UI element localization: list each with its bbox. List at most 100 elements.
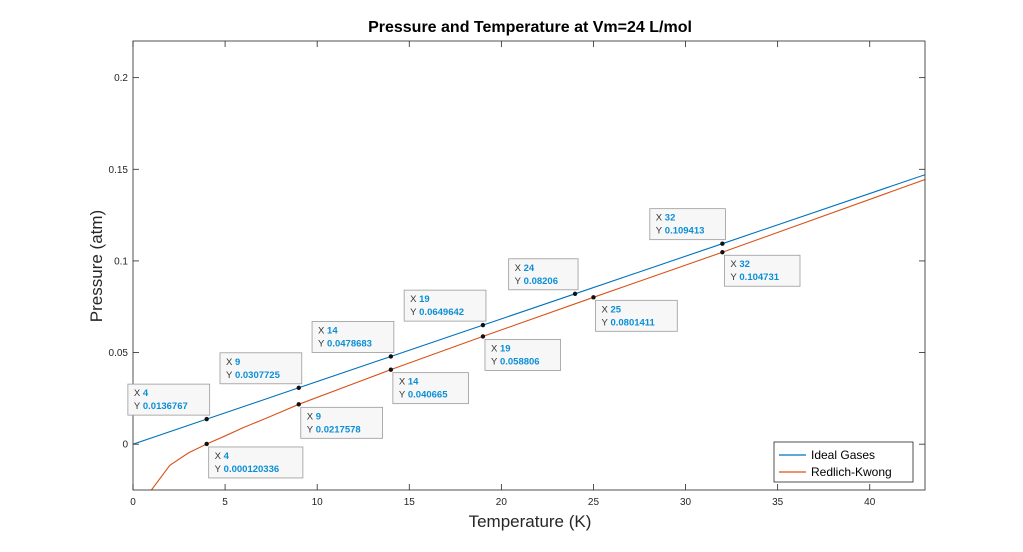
datatip[interactable]: X 4Y 0.0136767 [127, 383, 211, 422]
datatip-marker [388, 367, 394, 372]
datatip-y-value: 0.0478683 [327, 338, 372, 349]
datatip-y-prefix: Y [307, 424, 314, 435]
datatip-x-prefix: X [601, 304, 608, 315]
datatip-x-prefix: X [515, 263, 522, 274]
datatip-y-prefix: Y [601, 317, 608, 328]
datatip[interactable]: X 19Y 0.0649642 [403, 289, 487, 328]
axes-box [132, 40, 926, 491]
datatip-y-prefix: Y [656, 226, 663, 237]
datatip-box [484, 339, 561, 371]
datatip-marker [480, 334, 486, 339]
y-tick-label: 0 [122, 440, 128, 451]
datatip-x-prefix: X [318, 325, 325, 336]
datatip-y-value: 0.0801411 [610, 317, 655, 328]
datatip-y-value: 0.0217578 [316, 424, 361, 435]
datatip-y-prefix: Y [226, 370, 233, 381]
legend-label-redlich-kwong: Redlich-Kwong [811, 465, 892, 479]
datatip[interactable]: X 24Y 0.08206 [508, 258, 579, 296]
y-tick-label: 0.2 [114, 73, 128, 84]
x-tick-label: 15 [404, 497, 416, 508]
datatip-x-prefix: X [491, 343, 498, 354]
datatip-x-value: 14 [327, 325, 338, 336]
datatip-y-prefix: Y [318, 338, 325, 349]
datatip-marker [480, 322, 486, 328]
datatip-y-prefix: Y [730, 272, 737, 283]
datatip-marker [296, 402, 301, 407]
datatip-marker [720, 241, 725, 246]
datatip-x-value: 14 [408, 377, 419, 388]
x-tick-label: 20 [496, 497, 508, 508]
datatip-box [595, 299, 678, 332]
datatip[interactable]: X 14Y 0.0478683 [311, 321, 395, 359]
series-layer [133, 174, 925, 490]
legend-label-ideal-gases: Ideal Gases [811, 448, 875, 462]
x-tick-label: 5 [222, 497, 228, 508]
datatip-y-value: 0.0136767 [143, 401, 188, 412]
datatip-x-prefix: X [399, 377, 406, 388]
datatip-x-prefix: X [215, 451, 222, 462]
datatip[interactable]: X 14Y 0.040665 [388, 367, 469, 405]
datatip-y-value: 0.104731 [739, 272, 779, 283]
datatip-x-value: 32 [665, 213, 676, 224]
datatip-x-value: 32 [739, 259, 750, 270]
datatip-box [392, 372, 469, 405]
legend[interactable]: Ideal Gases Redlich-Kwong [773, 441, 914, 483]
datatip[interactable]: X 9Y 0.0307725 [219, 352, 303, 390]
datatip-box [208, 446, 304, 479]
x-tick-label: 25 [588, 497, 600, 508]
datatip-box [508, 258, 579, 291]
datatip-y-value: 0.000120336 [224, 464, 279, 475]
chart-title: Pressure and Temperature at Vm=24 L/mol [368, 19, 692, 36]
datatip-marker [204, 441, 209, 447]
datatip-marker [204, 416, 209, 422]
datatip-y-prefix: Y [134, 401, 141, 412]
datatip-y-prefix: Y [491, 356, 498, 367]
datatip[interactable]: X 32Y 0.104731 [720, 250, 801, 287]
datatip-y-value: 0.058806 [500, 356, 540, 367]
datatip[interactable]: X 32Y 0.109413 [649, 208, 726, 246]
datatip[interactable]: X 19Y 0.058806 [480, 334, 561, 371]
legend-box [773, 441, 914, 483]
x-tick-label: 0 [130, 497, 136, 508]
datatip-marker [296, 385, 301, 390]
datatip-y-value: 0.109413 [665, 226, 705, 237]
datatip-y-prefix: Y [515, 276, 522, 287]
datatip-x-value: 25 [610, 304, 621, 315]
datatip-box [649, 208, 726, 241]
tick-layer: 0 5 10 15 20 25 30 35 40 0 0.05 0.1 0.15 0.2 [109, 41, 925, 508]
series-line-redlich-kwong [150, 179, 925, 490]
datatip-y-value: 0.040665 [408, 390, 448, 401]
datatip-x-value: 4 [224, 451, 230, 462]
datatip-marker [572, 291, 578, 296]
datatip-box [311, 321, 395, 353]
datatip-y-value: 0.08206 [524, 276, 558, 287]
datatip[interactable]: X 4Y 0.000120336 [204, 441, 304, 479]
datatip-x-value: 24 [524, 263, 535, 274]
datatip-box [723, 254, 801, 287]
y-tick-label: 0.05 [109, 348, 129, 359]
datatip[interactable]: X 25Y 0.0801411 [591, 295, 678, 332]
series-line-ideal-gases [133, 174, 925, 445]
datatip-y-prefix: Y [399, 390, 406, 401]
datatip-x-prefix: X [656, 213, 663, 224]
y-tick-label: 0.15 [109, 165, 129, 176]
datatip-y-prefix: Y [410, 307, 417, 318]
datatip-x-value: 19 [419, 294, 430, 305]
datatip-x-value: 19 [500, 343, 511, 354]
x-tick-label: 10 [312, 497, 324, 508]
datatip-marker [720, 250, 725, 255]
y-tick-label: 0.1 [114, 256, 128, 267]
datatip-marker [591, 295, 596, 300]
datatip-marker [388, 354, 394, 359]
datatip-box [127, 383, 211, 416]
datatip-x-prefix: X [226, 357, 233, 368]
datatip-x-value: 4 [143, 388, 149, 399]
datatip-y-prefix: Y [215, 464, 222, 475]
datatip-x-prefix: X [730, 259, 737, 270]
datatip-y-value: 0.0307725 [235, 370, 281, 381]
datatip-box [219, 352, 303, 385]
datatip[interactable]: X 9Y 0.0217578 [296, 402, 383, 439]
